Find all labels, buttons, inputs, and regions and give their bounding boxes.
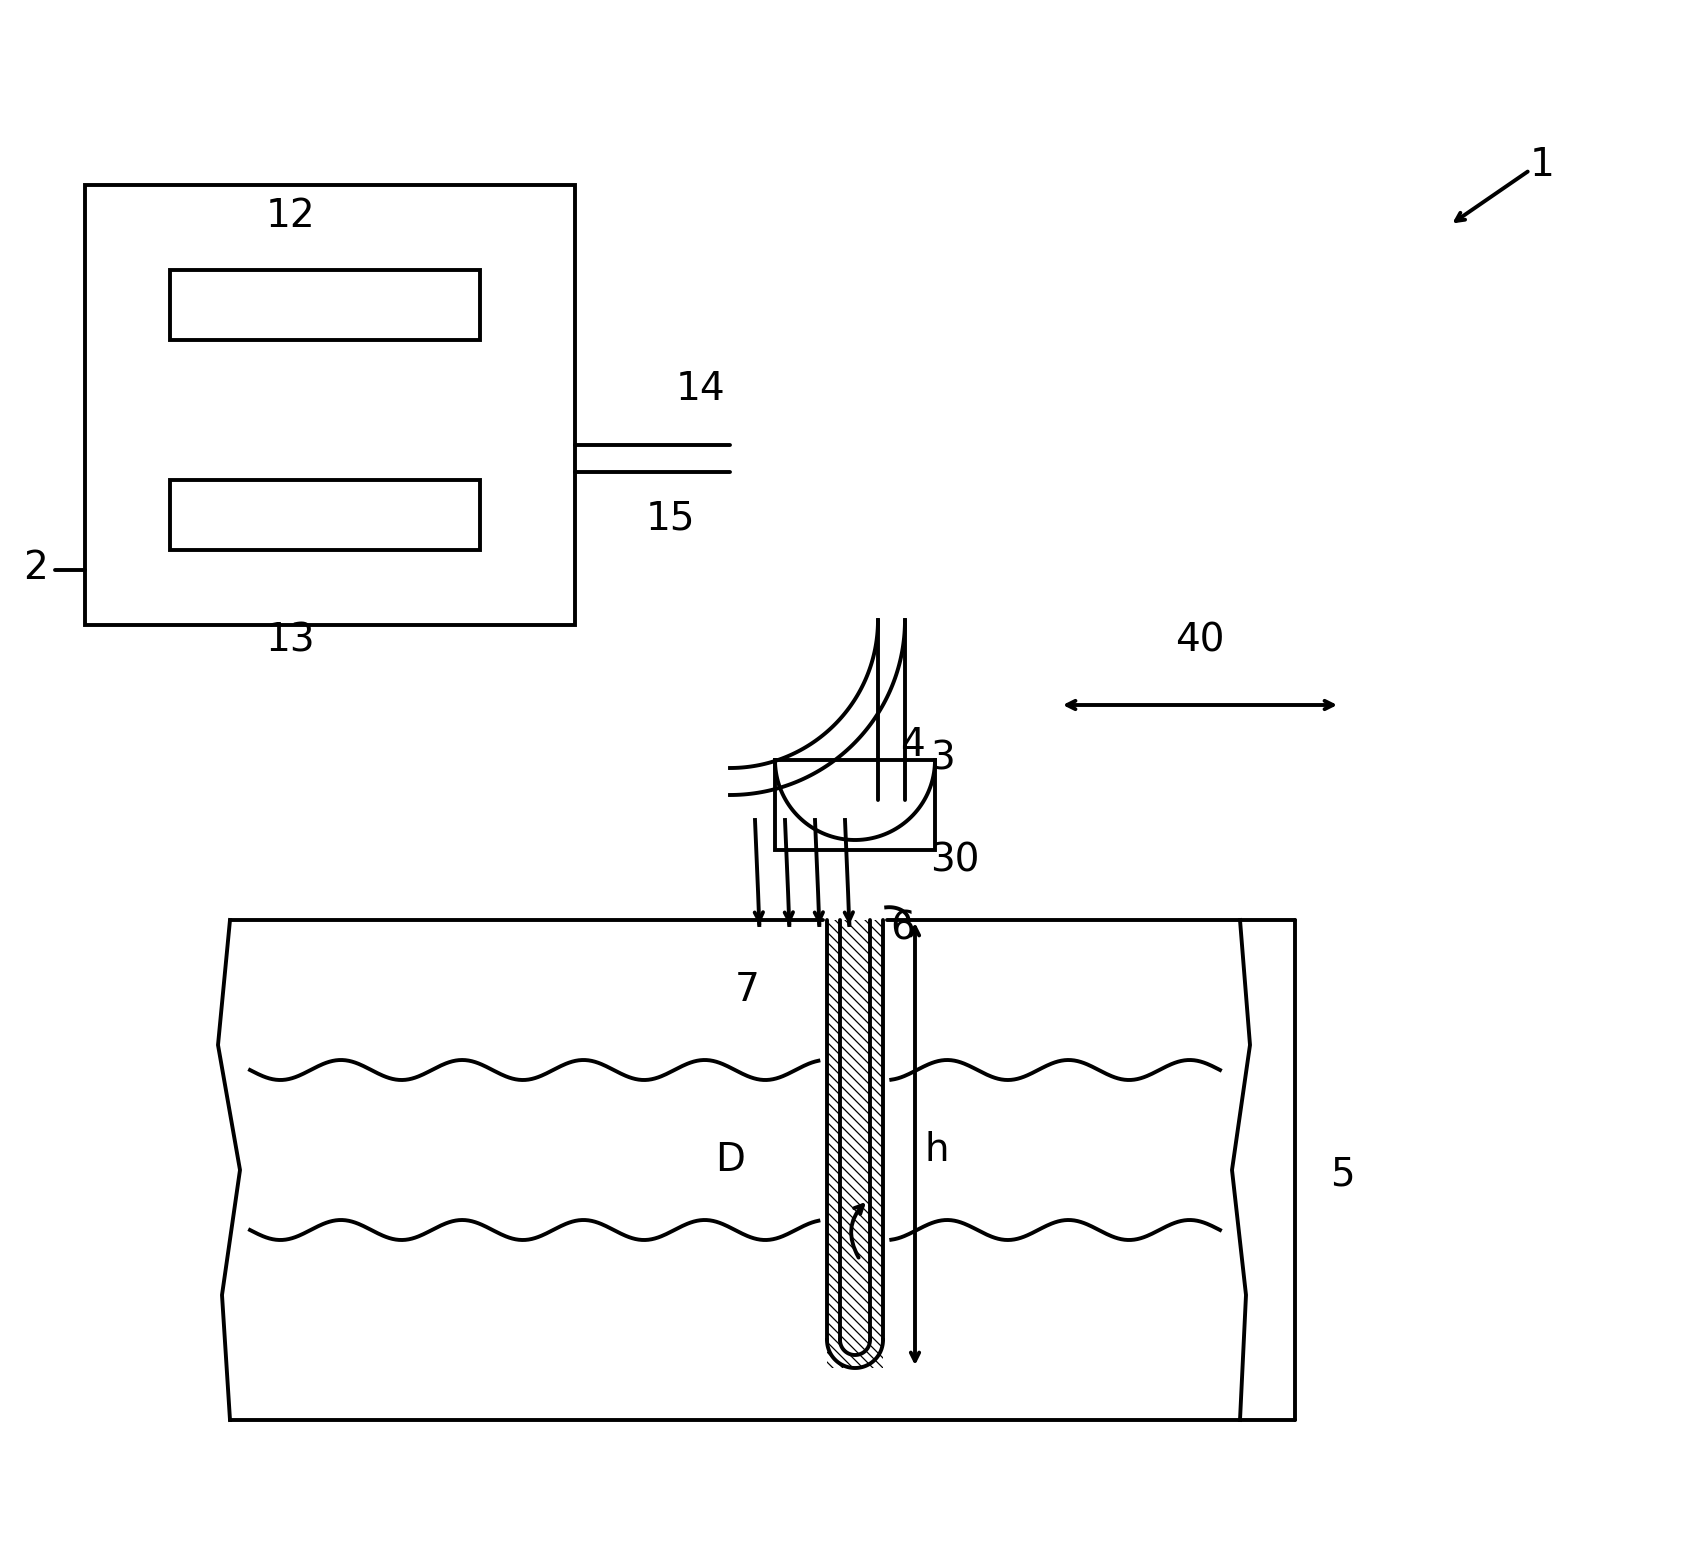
Text: 4: 4 (900, 727, 925, 764)
Text: 5: 5 (1331, 1156, 1354, 1193)
Text: 6: 6 (890, 908, 915, 947)
Text: 3: 3 (931, 739, 954, 777)
Text: 30: 30 (931, 841, 980, 879)
Text: 2: 2 (24, 550, 47, 587)
Text: h: h (925, 1131, 949, 1168)
Text: 13: 13 (264, 622, 315, 659)
Text: 14: 14 (675, 370, 725, 409)
Text: 12: 12 (264, 197, 315, 235)
Bar (170, 481, 480, 550)
Bar (775, 760, 936, 850)
Text: D: D (715, 1142, 746, 1179)
Text: 40: 40 (1175, 622, 1225, 659)
Text: 1: 1 (1531, 146, 1554, 183)
Bar (85, 185, 575, 625)
Bar (170, 269, 480, 340)
Text: 7: 7 (736, 971, 759, 1009)
Text: 15: 15 (646, 500, 695, 539)
